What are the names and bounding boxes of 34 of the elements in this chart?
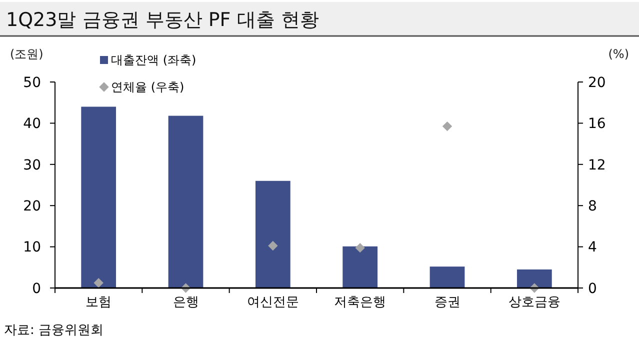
y-tick-label: 20 [23,198,41,214]
bar [168,116,204,288]
y-tick-label: 30 [23,157,41,174]
x-tick-label: 증권 [434,295,460,310]
y2-tick-label: 20 [588,74,606,91]
y-tick-label: 40 [23,116,41,132]
x-tick-label: 상호금융 [508,295,560,310]
bar [342,246,378,288]
x-tick-label: 은행 [172,295,199,310]
y2-tick-label: 0 [588,280,597,297]
bar [516,269,552,288]
y-tick-label: 50 [23,74,41,91]
x-tick-label: 여신전문 [246,295,299,310]
bar [81,106,116,288]
point [94,278,104,288]
chart-title: 1Q23말 금융권 부동산 PF 대출 현황 [6,9,319,31]
text: 자료: 금융위원회 [4,323,104,338]
bar [430,266,465,288]
point [355,242,365,253]
y2-tick-label: 8 [588,198,597,214]
y2-tick-label: 12 [588,157,606,174]
legend-label: 연체율 (우축) [111,80,184,94]
bar [255,180,290,288]
y2-tick-label: 16 [588,116,606,132]
x-tick-label: 보험 [86,295,112,310]
x-tick-label: 저축은행 [334,295,386,310]
y-axis-title: (조원) [10,47,44,61]
point [442,121,452,132]
y2-tick-label: 4 [588,240,597,256]
legend-label: 대출잔액 (좌축) [111,53,196,68]
point [268,240,278,251]
y-tick-label: 10 [23,240,41,256]
y-tick-label: 0 [32,280,41,297]
y2-axis-title: (%) [608,47,629,61]
